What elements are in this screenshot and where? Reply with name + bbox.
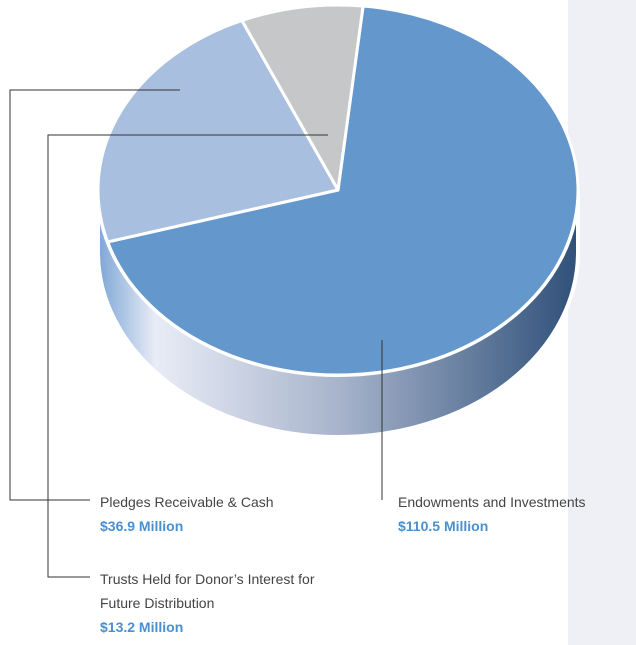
slice-label: Endowments and Investments $110.5 Million <box>398 490 586 538</box>
pie-slice <box>240 3 365 192</box>
slice-label: Trusts Held for Donor’s Interest for Fut… <box>100 567 328 639</box>
pie <box>96 3 580 439</box>
value-label: $110.5 Million <box>398 518 489 534</box>
leader-line <box>9 89 180 501</box>
category-name: Trusts Held for Donor’s Interest for Fut… <box>100 571 315 611</box>
pie-slice <box>106 4 580 377</box>
category-name: Pledges Receivable & Cash <box>100 494 274 510</box>
slice-label: Pledges Receivable & Cash $36.9 Million <box>100 490 274 538</box>
value-label: $13.2 Million <box>100 619 184 635</box>
pie-slice <box>96 18 340 244</box>
value-label: $36.9 Million <box>100 518 184 534</box>
category-name: Endowments and Investments <box>398 494 586 510</box>
leader-lines <box>9 89 383 578</box>
leader-line <box>47 134 328 578</box>
side-panel <box>568 0 636 645</box>
